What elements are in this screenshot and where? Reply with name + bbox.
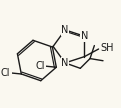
Text: N: N [61,25,69,35]
Text: N: N [81,31,88,41]
Text: SH: SH [100,44,114,53]
Text: N: N [61,58,69,68]
Text: Cl: Cl [0,68,10,78]
Text: Cl: Cl [35,61,45,71]
